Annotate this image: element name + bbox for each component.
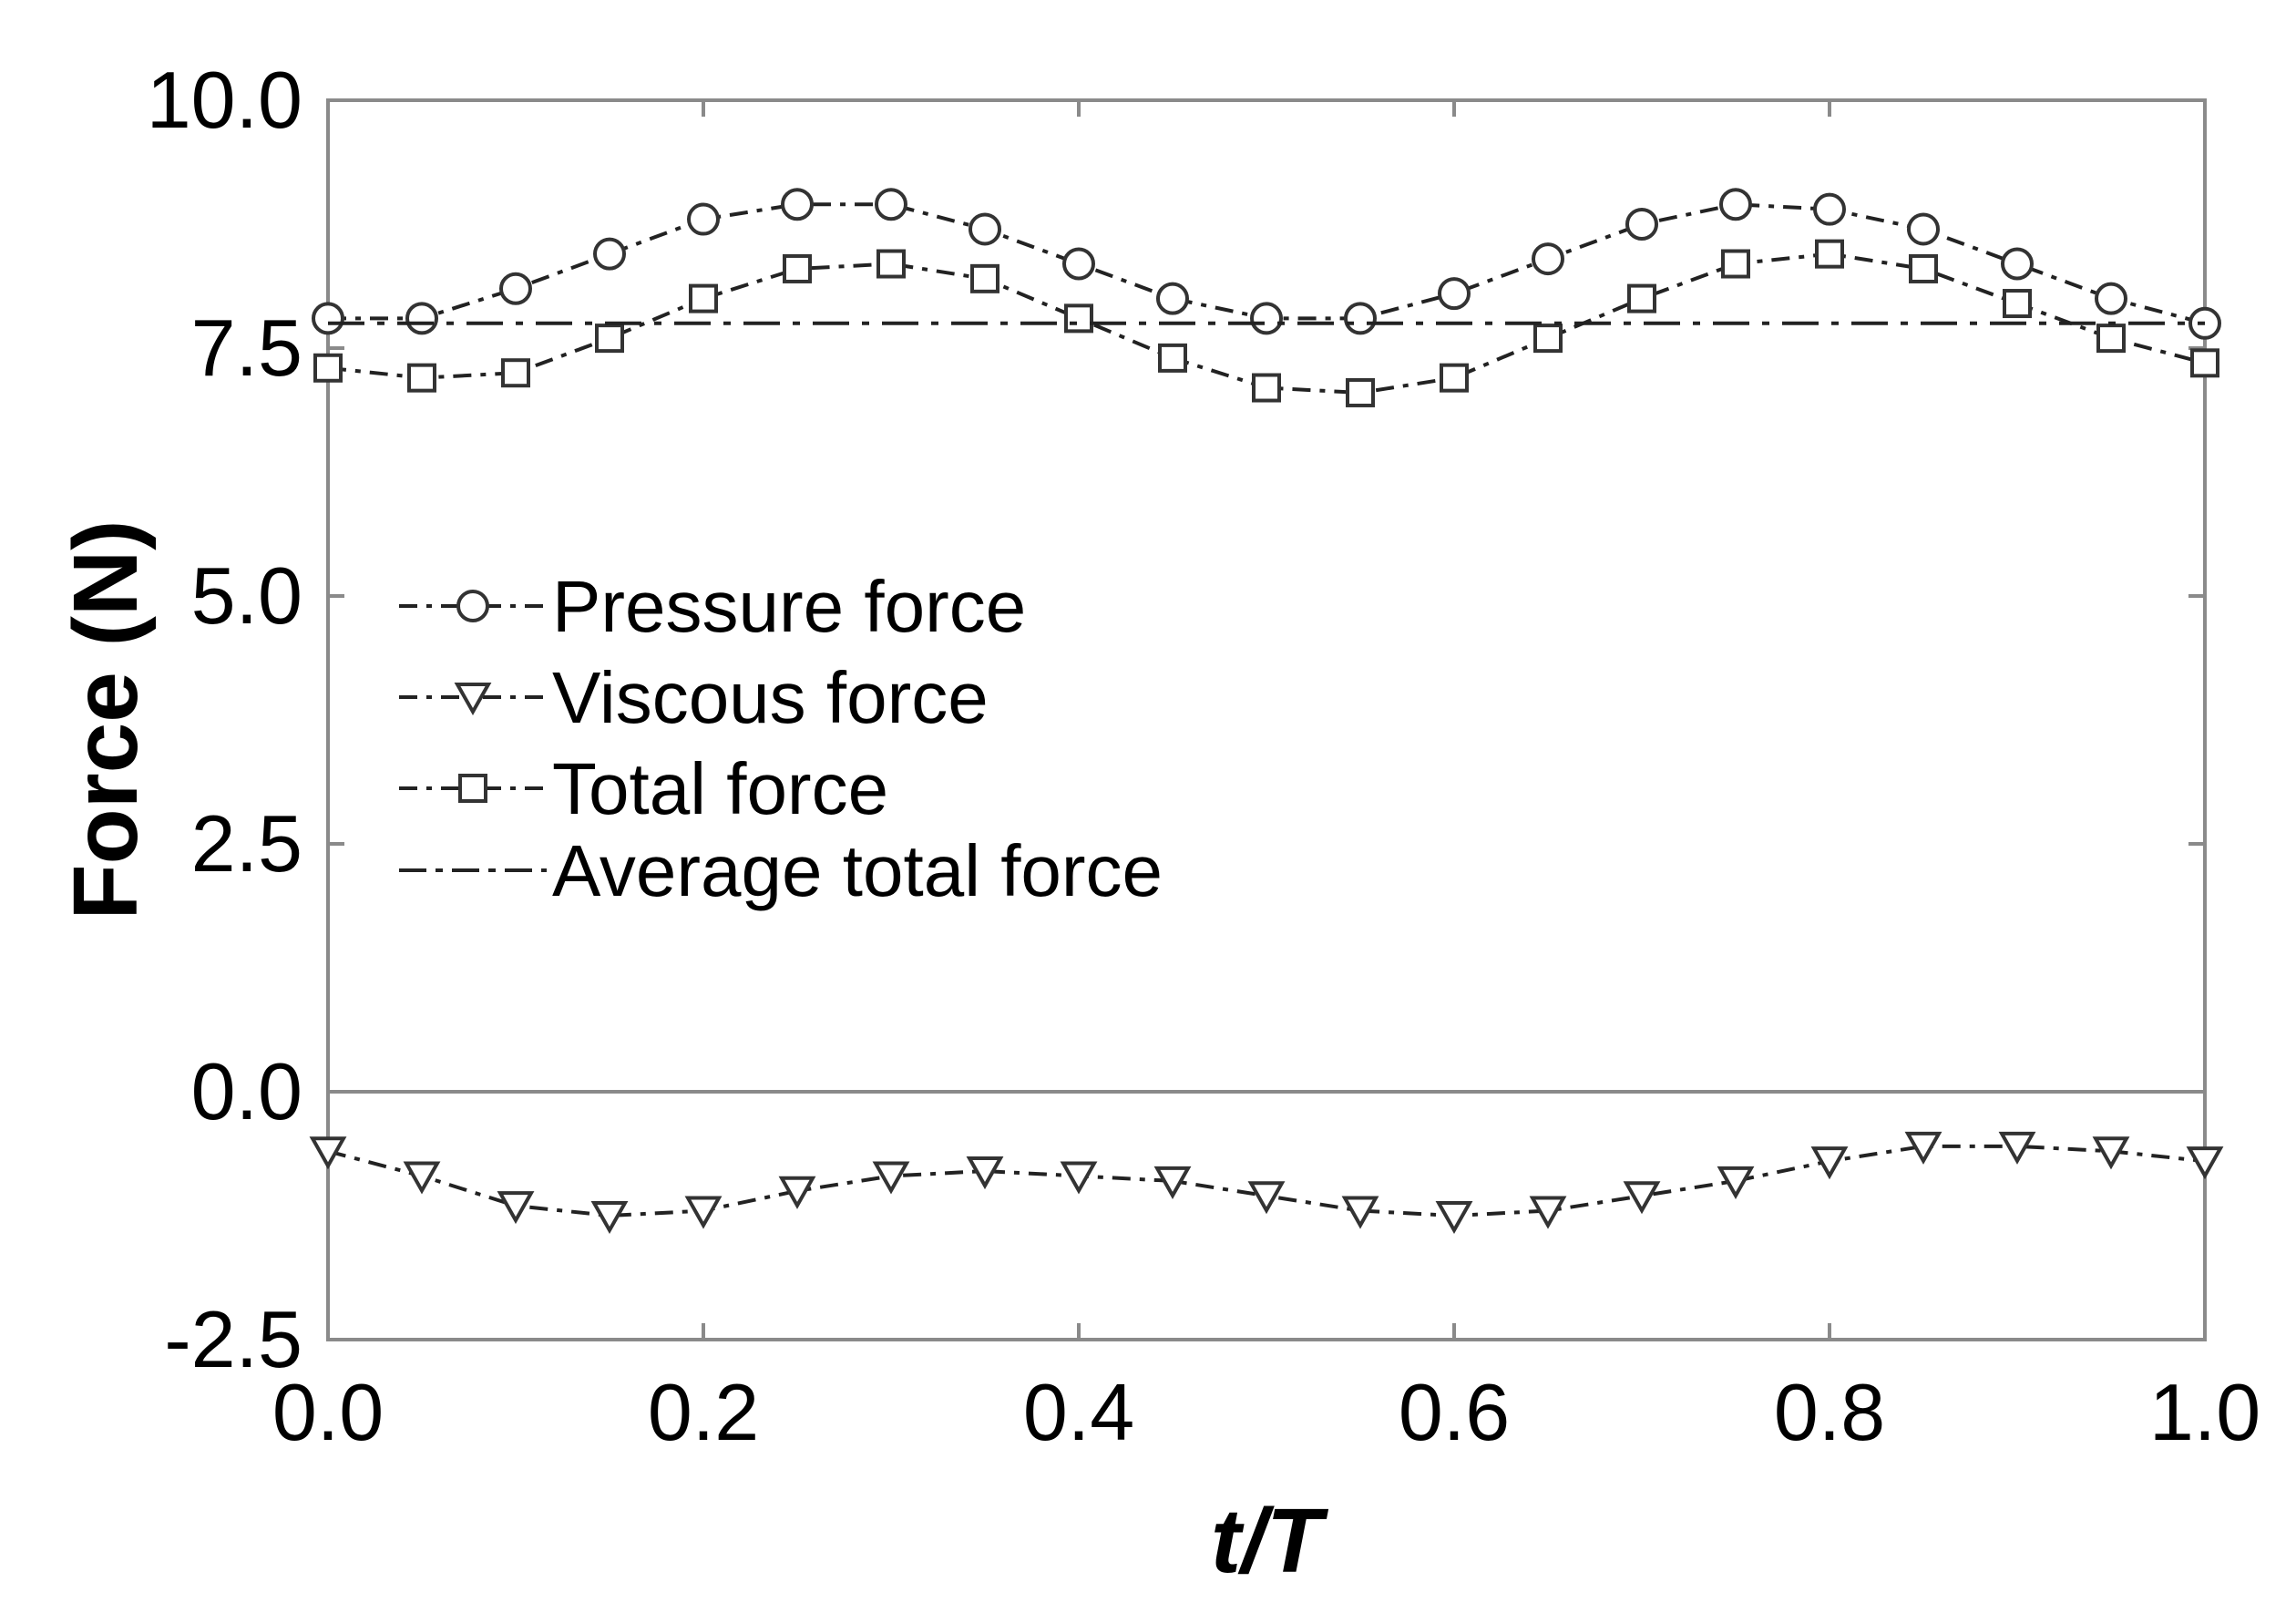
data-point (1062, 247, 1095, 281)
x-tick-label: 0.8 (1774, 1367, 1885, 1457)
data-point (1156, 282, 1189, 315)
series-total-force (313, 239, 2219, 407)
data-point (966, 1156, 1004, 1190)
data-point (1815, 239, 1844, 269)
data-point (1717, 1166, 1755, 1199)
data-point (1341, 1196, 1379, 1229)
data-point (313, 353, 343, 383)
data-point (1533, 324, 1563, 354)
legend-marker (458, 774, 487, 803)
data-point (1623, 1181, 1661, 1215)
data-point (1532, 242, 1564, 276)
data-point (1998, 1131, 2036, 1165)
data-point (499, 272, 532, 305)
data-point (1153, 1166, 1192, 1199)
data-point (403, 1161, 441, 1195)
y-tick-label: 5.0 (191, 550, 302, 641)
data-point (1250, 302, 1283, 335)
y-tick-label: -2.5 (164, 1294, 302, 1384)
data-point (1060, 1161, 1098, 1195)
data-point (1721, 249, 1750, 279)
series-viscous-force (309, 1131, 2224, 1235)
legend-item: Total force (399, 748, 888, 829)
plot-frame (326, 98, 2207, 1341)
data-point (1529, 1196, 1567, 1229)
data-point (1346, 377, 1375, 407)
data-point (783, 253, 812, 283)
x-tick-label: 0.6 (1399, 1367, 1510, 1457)
legend: Pressure force Viscous force Total forceAv… (399, 566, 1163, 911)
y-axis-label: Force (N) (55, 520, 157, 920)
legend-label: Total force (552, 748, 888, 829)
y-tick-label: 0.0 (191, 1046, 302, 1136)
x-tick-label: 1.0 (2149, 1367, 2260, 1457)
data-point (2096, 324, 2126, 354)
data-point (405, 302, 438, 335)
x-axis-label: t/T (1211, 1490, 1329, 1592)
series-layer (309, 188, 2224, 1235)
data-point (2001, 247, 2034, 281)
data-point (501, 358, 530, 388)
data-point (1810, 1146, 1849, 1180)
data-point (1440, 363, 1469, 393)
legend-marker (456, 590, 489, 622)
legend-marker (454, 683, 492, 716)
data-point (1438, 277, 1471, 311)
legend-label: Pressure force (552, 566, 1026, 647)
data-point (1344, 302, 1377, 335)
data-point (2186, 1146, 2224, 1180)
data-point (872, 1161, 910, 1195)
legend-item: Viscous force (399, 657, 989, 738)
legend-item: Average total force (399, 830, 1163, 911)
y-tick-label: 7.5 (191, 303, 302, 393)
data-point (593, 237, 626, 271)
data-point (2092, 1136, 2130, 1170)
y-tick-label: 10.0 (147, 55, 302, 145)
data-point (875, 188, 907, 221)
data-point (1907, 212, 1940, 246)
legend-item: Pressure force (399, 566, 1026, 647)
series-pressure-force (312, 188, 2221, 340)
data-point (1909, 253, 1938, 283)
data-point (1158, 343, 1187, 373)
legend-label: Average total force (552, 830, 1163, 911)
legend-label: Viscous force (552, 657, 989, 738)
data-point (312, 302, 344, 335)
data-point (1719, 188, 1752, 221)
data-point (2190, 348, 2219, 378)
data-point (1252, 373, 1281, 403)
data-point (876, 249, 906, 279)
data-point (590, 1201, 629, 1235)
data-point (2003, 289, 2032, 319)
data-point (497, 1191, 535, 1225)
axis-ticks: 0.0 0.2 0.4 0.6 0.8 1.0-2.50.02.55.07.510.0 (147, 55, 2260, 1457)
data-point (970, 263, 999, 293)
data-point (595, 324, 624, 354)
y-tick-label: 2.5 (191, 798, 302, 889)
data-point (1064, 303, 1093, 334)
data-point (407, 363, 436, 393)
data-point (684, 1196, 723, 1229)
data-point (969, 212, 1001, 246)
data-point (1904, 1131, 1942, 1165)
data-point (1813, 192, 1846, 226)
data-point (309, 1136, 347, 1170)
x-tick-label: 0.0 (272, 1367, 384, 1457)
data-point (778, 1176, 816, 1209)
data-point (781, 188, 814, 221)
data-point (2095, 282, 2127, 315)
x-tick-label: 0.2 (648, 1367, 759, 1457)
data-point (1627, 283, 1656, 313)
data-point (1625, 208, 1658, 241)
x-tick-label: 0.4 (1023, 1367, 1134, 1457)
data-point (1247, 1181, 1286, 1215)
data-point (1435, 1201, 1473, 1235)
data-point (687, 202, 720, 236)
data-point (689, 283, 718, 313)
